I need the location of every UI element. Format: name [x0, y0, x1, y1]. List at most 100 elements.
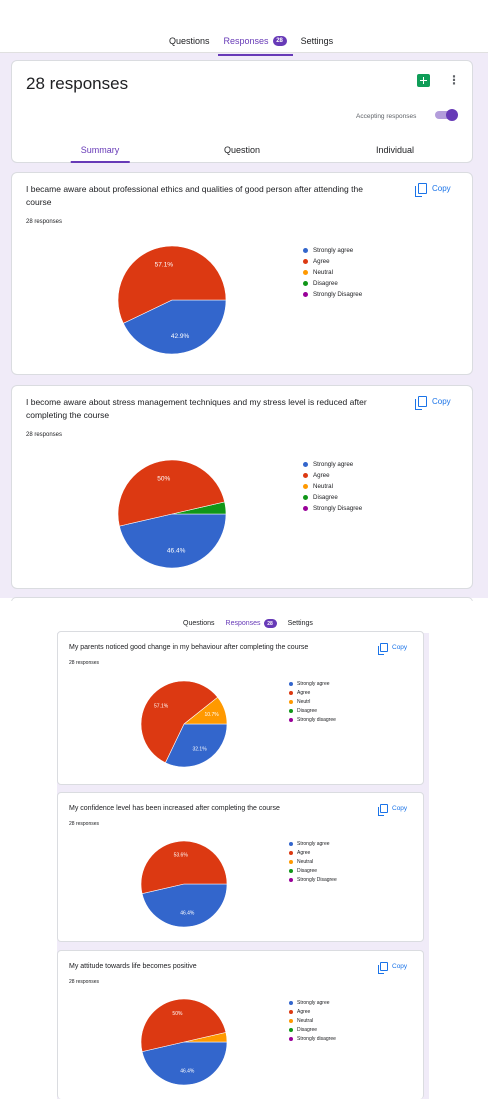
pie-slice-agree — [117, 459, 225, 527]
tab-settings-label: Settings — [300, 36, 334, 46]
subtab-summary[interactable]: Summary — [70, 145, 129, 163]
legend-swatch — [303, 281, 308, 286]
legend-label: Strongly disagree — [297, 716, 336, 723]
legend-label: Disagree — [297, 1026, 318, 1033]
question-card: My confidence level has been increased a… — [57, 792, 424, 942]
subtab-individual[interactable]: Individual — [375, 145, 415, 155]
pie-chart: 46.4% 53.6% — [140, 840, 228, 928]
legend-item-strongly-disagree: Strongly Disagree — [303, 289, 362, 300]
response-count: 28 responses — [26, 432, 63, 438]
responses-page-top: Questions Responses 28 Settings 28 respon… — [0, 0, 488, 607]
legend-item-neutral: Neutral — [303, 481, 362, 492]
legend-swatch — [289, 841, 293, 846]
legend-label: Neutral — [297, 1017, 314, 1024]
legend-item-neutral: Neutral — [289, 1016, 336, 1025]
tab-responses-label: Responses — [225, 620, 261, 627]
pie-chart: 42.9% 57.1% — [117, 245, 227, 355]
legend-swatch — [303, 506, 308, 511]
more-vert-icon[interactable]: ⋮ — [448, 73, 460, 87]
copy-icon — [378, 804, 388, 816]
legend-label: Neutrl — [297, 698, 311, 705]
copy-button[interactable]: Copy — [378, 804, 408, 816]
legend-label: Agree — [297, 689, 311, 696]
pie-slice-strongly-agree — [141, 1041, 228, 1086]
tab-settings[interactable]: Settings — [301, 36, 334, 46]
legend-label: Agree — [297, 849, 311, 856]
tab-settings[interactable]: Settings — [288, 620, 313, 627]
legend-item-disagree: Disagree — [289, 706, 336, 715]
legend-swatch — [303, 484, 308, 489]
sheets-icon[interactable] — [417, 74, 430, 87]
copy-button[interactable]: Copy — [378, 643, 407, 655]
pie-slice-label: 50% — [172, 1011, 183, 1017]
pie-slice-label: 50% — [157, 475, 170, 482]
legend-item-strongly-disagree: Strongly Disagree — [289, 875, 337, 884]
pie-slice-label: 57.1% — [154, 703, 169, 709]
legend-swatch — [289, 1027, 293, 1032]
legend-swatch — [289, 690, 293, 695]
legend-label: Agree — [313, 258, 330, 265]
form-tabs: Questions Responses 28 Settings — [169, 36, 334, 56]
legend-swatch — [303, 462, 308, 467]
legend-swatch — [303, 248, 308, 253]
legend-label: Disagree — [313, 280, 338, 287]
tab-responses[interactable]: Responses 28 — [219, 619, 283, 632]
legend-item-strongly-agree: Strongly agree — [289, 679, 336, 688]
legend-swatch — [303, 259, 308, 264]
copy-button[interactable]: Copy — [415, 183, 451, 197]
legend-item-agree: Agree — [303, 256, 362, 267]
legend-label: Strongly Disagree — [297, 876, 337, 883]
pie-slice-strongly-agree — [164, 723, 228, 768]
response-count: 28 responses — [69, 660, 100, 666]
copy-button[interactable]: Copy — [415, 396, 451, 410]
pie-chart: 46.4% 50% — [117, 459, 227, 569]
legend-swatch — [289, 699, 293, 704]
legend-label: Strongly agree — [297, 840, 330, 847]
question-card: I became aware about professional ethics… — [11, 172, 473, 375]
legend-item-disagree: Disagree — [289, 866, 337, 875]
tab-questions-label: Questions — [183, 620, 215, 627]
legend-label: Agree — [313, 472, 330, 479]
copy-icon — [415, 183, 427, 197]
legend-item-strongly-agree: Strongly agree — [303, 245, 362, 256]
legend-label: Strongly Disagree — [313, 291, 363, 298]
pie-slice-label: 10.7% — [205, 712, 220, 718]
pie-slice-agree — [140, 998, 227, 1053]
legend-swatch — [289, 681, 293, 686]
legend-swatch — [289, 708, 293, 713]
pie-slice-label: 32.1% — [192, 746, 207, 752]
response-count: 28 responses — [69, 979, 100, 985]
question-title: My attitude towards life becomes positiv… — [69, 963, 197, 970]
legend-item-agree: Agree — [289, 688, 336, 697]
copy-label: Copy — [392, 963, 408, 970]
pie-slice-strongly-agree — [122, 299, 227, 355]
tab-responses[interactable]: Responses 28 — [217, 36, 293, 56]
tab-questions[interactable]: Questions — [169, 36, 210, 46]
accepting-responses-toggle[interactable] — [435, 109, 458, 121]
legend-item-neutral: Neutral — [289, 857, 337, 866]
tab-settings-label: Settings — [287, 620, 313, 627]
legend-item-strongly-disagree: Strongly disagree — [289, 1034, 336, 1043]
copy-icon — [378, 643, 388, 655]
question-title: I became aware about professional ethics… — [26, 184, 363, 207]
chart-legend: Strongly agree Agree Neutral Disagree Strong… — [303, 459, 362, 514]
chart-legend: Strongly agree Agree Neutrl Disagree Strongl… — [289, 679, 336, 724]
copy-label: Copy — [392, 805, 408, 812]
pie-slice-label: 42.9% — [171, 333, 190, 340]
pie-slice-agree — [140, 680, 219, 764]
subtab-question[interactable]: Question — [223, 145, 261, 155]
legend-swatch — [289, 868, 293, 873]
tab-questions[interactable]: Questions — [183, 620, 215, 627]
tab-responses-label: Responses — [223, 36, 269, 46]
legend-item-disagree: Disagree — [303, 492, 362, 503]
form-tabs: Questions Responses 28 Settings — [183, 619, 313, 632]
pie-slice-strongly-agree — [141, 883, 228, 928]
copy-button[interactable]: Copy — [378, 962, 408, 974]
legend-swatch — [289, 1000, 293, 1005]
legend-label: Strongly disagree — [297, 1035, 336, 1042]
question-title: My confidence level has been increased a… — [69, 805, 280, 812]
responses-count-badge: 28 — [272, 36, 287, 46]
copy-icon — [378, 962, 388, 974]
legend-item-disagree: Disagree — [303, 278, 362, 289]
responses-header-card: 28 responses ⋮ Accepting responses Summa… — [11, 60, 473, 163]
